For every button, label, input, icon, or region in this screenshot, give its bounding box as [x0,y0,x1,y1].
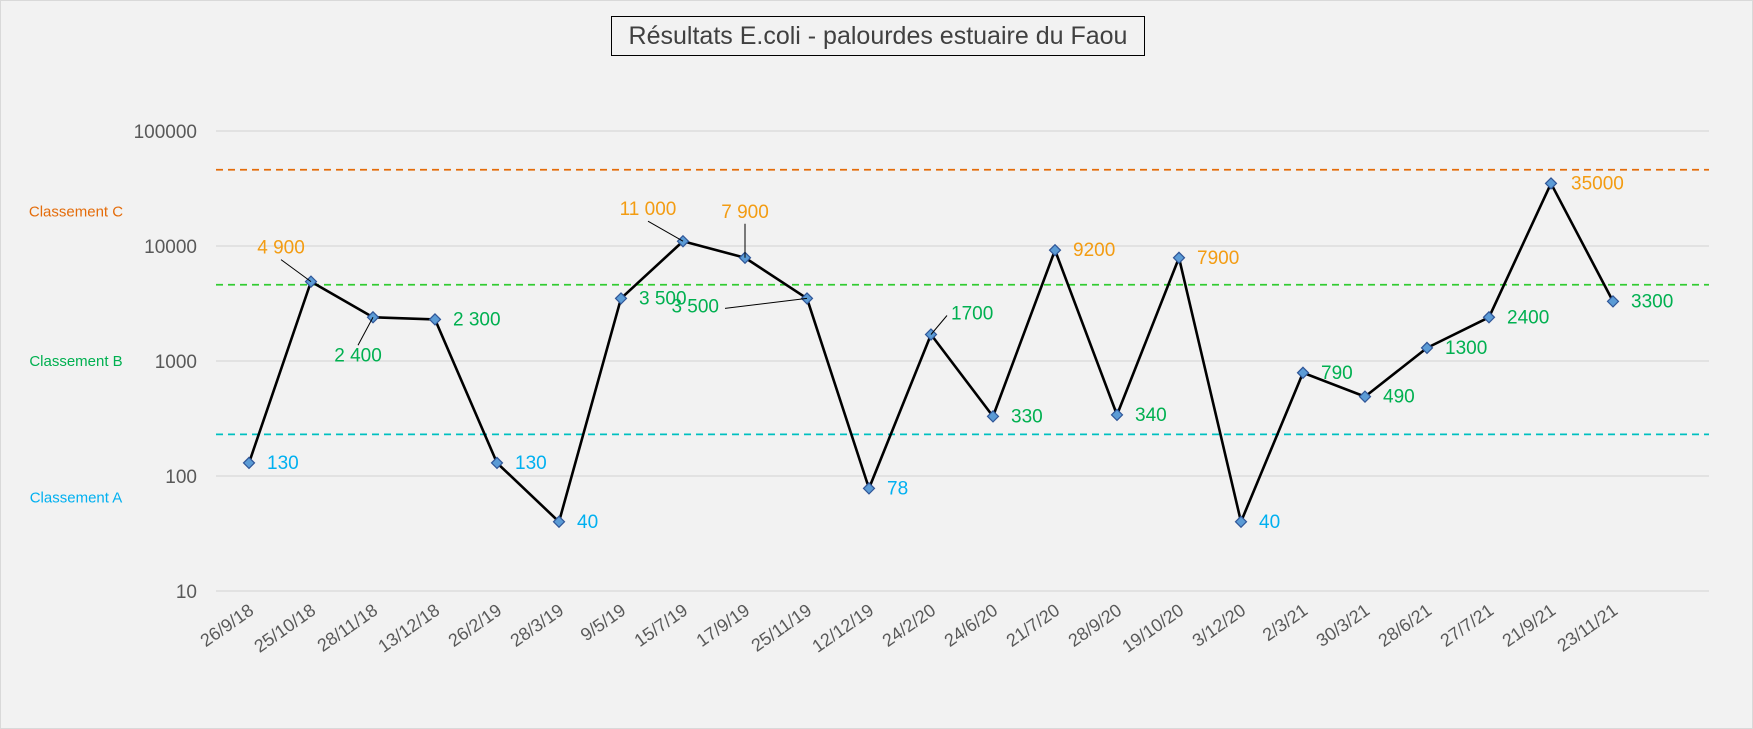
x-tick-label: 28/6/21 [1375,600,1436,651]
x-tick-label: 17/9/19 [693,600,754,651]
data-point [1234,515,1248,529]
data-point [1172,251,1186,265]
data-label-leader [280,259,312,283]
data-label: 40 [1259,512,1280,533]
data-label: 11 000 [620,199,677,220]
data-label: 2 300 [453,309,501,330]
y-tick-label: 100 [165,467,197,488]
x-tick-label: 2/3/21 [1259,600,1311,645]
data-label: 7900 [1197,248,1239,269]
data-label: 790 [1321,363,1353,384]
data-label: 340 [1135,405,1167,426]
data-label: 3 500 [639,288,687,309]
y-tick-label: 1000 [155,352,197,373]
data-point [428,313,442,326]
data-point [242,456,256,470]
data-point [1048,243,1062,257]
x-tick-label: 12/12/19 [808,600,877,657]
x-tick-label: 24/2/20 [879,600,940,651]
x-tick-label: 26/9/18 [197,600,258,651]
data-label-leader [930,315,948,335]
band-label: Classement A [30,490,123,507]
data-label: 35000 [1571,173,1624,194]
data-point [490,456,504,470]
data-label: 130 [267,453,299,474]
y-tick-label: 10 [176,582,197,603]
data-label: 490 [1383,387,1415,408]
data-label: 9200 [1073,240,1115,261]
x-tick-label: 25/11/19 [748,600,816,656]
data-label: 3 500 [671,296,719,317]
x-tick-label: 9/5/19 [577,600,629,645]
data-point [1110,408,1124,422]
data-point [986,410,1000,423]
series-line [247,182,1615,524]
x-tick-label: 19/10/20 [1118,600,1187,657]
data-point [1358,390,1372,403]
data-label: 4 900 [257,238,305,259]
data-point [862,482,876,495]
data-label: 2400 [1507,307,1549,328]
chart-title: Résultats E.coli - palourdes estuaire du… [611,16,1145,56]
data-label: 3300 [1631,291,1673,312]
data-label: 7 900 [721,202,769,223]
data-label: 330 [1011,406,1043,427]
y-tick-label: 10000 [144,237,197,258]
data-label: 40 [577,512,598,533]
data-point [1544,177,1558,190]
data-label: 1300 [1445,338,1487,359]
band-label: Classement B [29,353,122,370]
x-tick-label: 24/6/20 [941,600,1002,651]
x-tick-label: 28/11/18 [314,600,382,656]
data-label: 1700 [951,303,993,324]
x-tick-label: 30/3/21 [1313,600,1374,651]
x-tick-label: 25/10/18 [250,600,319,657]
data-label-leader [357,317,374,346]
data-label: 2 400 [334,345,382,366]
y-tick-label: 100000 [134,122,197,143]
data-point [1606,295,1620,308]
data-label-leader [724,297,808,309]
x-tick-label: 27/7/21 [1437,600,1498,651]
x-tick-label: 28/9/20 [1065,600,1126,651]
data-label: 78 [887,478,908,499]
band-label: Classement C [29,203,123,220]
data-point [552,515,566,529]
data-label: 130 [515,453,547,474]
data-point [1420,341,1434,355]
data-label-leader [647,220,684,242]
x-tick-label: 21/9/21 [1499,600,1560,651]
x-tick-label: 13/12/18 [374,600,443,657]
x-tick-label: 15/7/19 [631,600,692,651]
data-point [1482,310,1496,324]
x-tick-label: 28/3/19 [507,600,568,651]
x-tick-label: 3/12/20 [1189,600,1250,651]
data-point [1296,366,1310,380]
x-tick-label: 21/7/20 [1003,600,1064,651]
data-point [614,292,628,305]
x-tick-label: 26/2/19 [445,600,506,651]
x-tick-label: 23/11/21 [1554,600,1622,656]
